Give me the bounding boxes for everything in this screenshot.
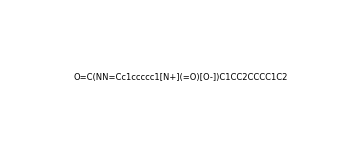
Text: O=C(NN=Cc1ccccc1[N+](=O)[O-])C1CC2CCCC1C2: O=C(NN=Cc1ccccc1[N+](=O)[O-])C1CC2CCCC1C… [73,73,288,82]
